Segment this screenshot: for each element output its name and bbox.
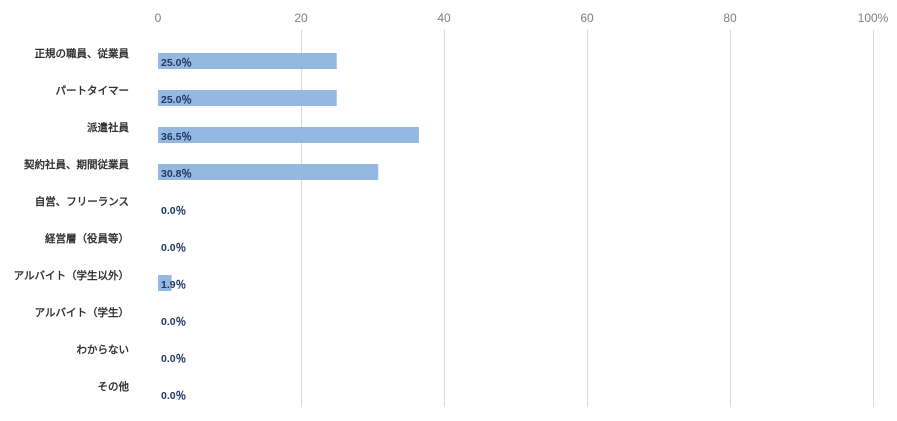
category-label: アルバイト（学生）	[35, 306, 129, 319]
category-label: 契約社員、期間従業員	[23, 158, 129, 171]
category-label: アルバイト（学生以外）	[14, 269, 129, 282]
data-label: 0.0％	[161, 390, 186, 402]
x-tick-label: 60	[580, 11, 594, 25]
data-label: 0.0％	[161, 205, 186, 217]
x-tick-label: 0	[155, 11, 162, 25]
data-label: 1.9％	[161, 279, 186, 291]
data-label: 25.0％	[161, 57, 192, 69]
bar	[158, 90, 337, 106]
category-label: 経営層（役員等）	[45, 232, 129, 245]
category-label: パートタイマー	[56, 85, 130, 97]
x-tick-label: 80	[723, 11, 737, 25]
category-label: 正規の職員、従業員	[35, 47, 130, 60]
x-tick-label: 20	[294, 11, 308, 25]
category-label: わからない	[77, 344, 130, 356]
data-label: 0.0％	[161, 353, 186, 365]
data-label: 36.5％	[161, 131, 192, 143]
x-tick-label: 100%	[858, 11, 889, 25]
bar	[158, 164, 379, 180]
bar	[158, 127, 419, 143]
data-label: 0.0％	[161, 242, 186, 254]
x-tick-label: 40	[437, 11, 451, 25]
category-label: 派遣社員	[87, 121, 129, 134]
category-label: その他	[98, 380, 130, 393]
bar	[158, 53, 337, 69]
data-label: 25.0％	[161, 94, 192, 106]
bar	[158, 275, 172, 291]
category-label: 自営、フリーランス	[35, 195, 129, 208]
data-label: 30.8％	[161, 168, 192, 180]
data-label: 0.0％	[161, 316, 186, 328]
